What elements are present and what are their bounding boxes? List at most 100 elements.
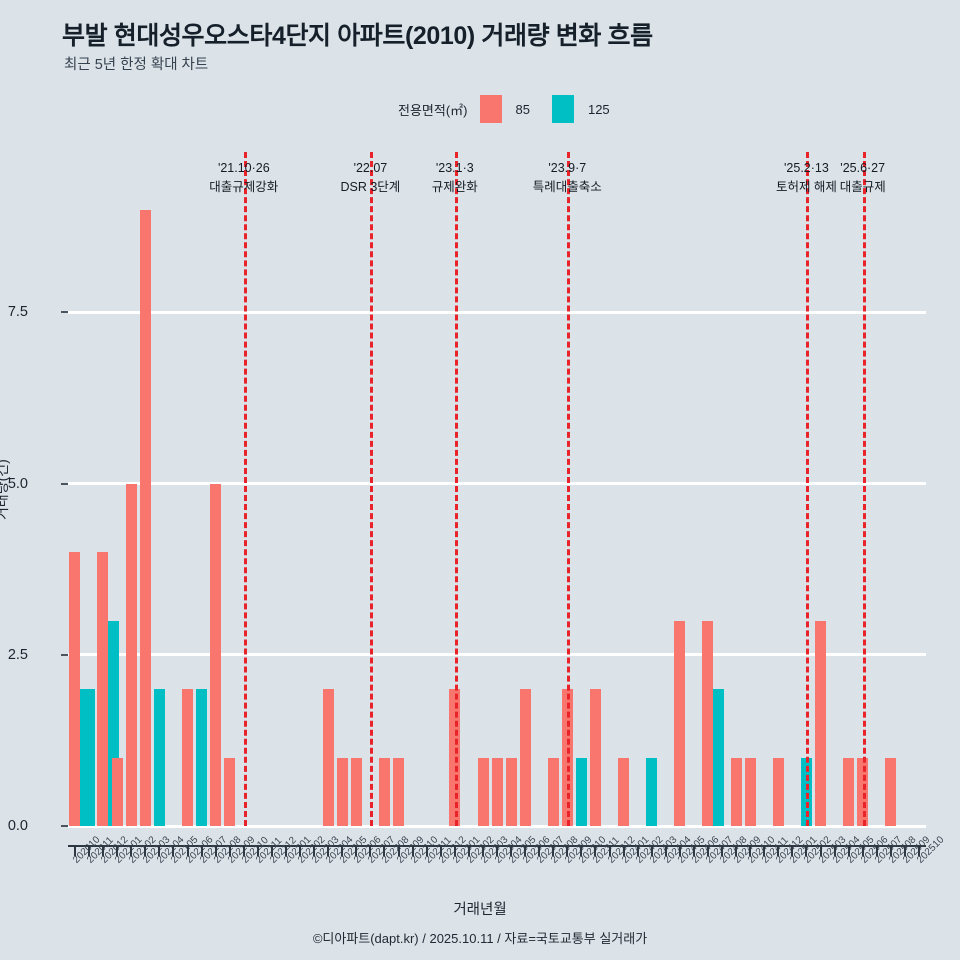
bar-85[interactable] <box>519 689 531 826</box>
bar-85[interactable] <box>139 209 151 826</box>
bar-85[interactable] <box>744 757 756 826</box>
legend-title: 전용면적(㎡) <box>398 102 468 118</box>
bar-85[interactable] <box>68 552 80 826</box>
event-annotation: '25.6·27 대출규제 <box>840 159 886 198</box>
x-axis-tick-mark <box>861 845 864 856</box>
y-axis-tick-mark <box>61 482 68 485</box>
page-title: 부발 현대성우오스타4단지 아파트(2010) 거래량 변화 흐름 <box>62 22 653 50</box>
x-axis-tick-mark <box>650 845 653 856</box>
bar-85[interactable] <box>477 757 489 826</box>
legend: 전용면적(㎡) 85 125 <box>398 95 610 123</box>
bar-85[interactable] <box>379 757 391 826</box>
x-axis-tick-mark <box>313 845 316 856</box>
event-annotation-text: 규제완화 <box>431 180 478 195</box>
x-axis-tick-mark <box>847 845 850 856</box>
event-annotation: '23.9·7 특례대출축소 <box>533 159 602 198</box>
gridline <box>68 824 926 828</box>
x-axis-tick-mark <box>481 845 484 856</box>
x-axis-tick-mark <box>749 845 752 856</box>
bar-125[interactable] <box>196 689 208 826</box>
bar-85[interactable] <box>111 757 123 826</box>
x-axis-tick-mark <box>256 845 259 856</box>
x-axis-tick-mark <box>355 845 358 856</box>
x-axis-tick-mark <box>735 845 738 856</box>
x-axis-tick-mark <box>214 845 217 856</box>
x-axis-tick-mark <box>763 845 766 856</box>
gridline <box>68 310 926 314</box>
x-axis-tick-mark <box>706 845 709 856</box>
bar-125[interactable] <box>153 689 165 826</box>
bar-85[interactable] <box>547 757 559 826</box>
bar-85[interactable] <box>772 757 784 826</box>
y-axis-tick-mark <box>61 653 68 656</box>
x-axis-tick-mark <box>270 845 273 856</box>
x-axis-tick-mark <box>200 845 203 856</box>
event-annotation-text: 토허제 해제 <box>775 180 837 195</box>
bar-85[interactable] <box>701 620 713 826</box>
bar-125[interactable] <box>108 620 120 826</box>
x-axis-tick-mark <box>819 845 822 856</box>
bar-85[interactable] <box>491 757 503 826</box>
x-axis-tick-mark <box>805 845 808 856</box>
plot-area <box>68 152 926 828</box>
x-axis-tick-mark <box>875 845 878 856</box>
y-axis-tick-label: 2.5 <box>7 646 28 663</box>
event-annotation: '23.1·3 규제완화 <box>432 159 478 198</box>
bar-85[interactable] <box>96 552 108 826</box>
y-axis-tick-label: 0.0 <box>7 818 28 834</box>
bar-85[interactable] <box>730 757 742 826</box>
bar-85[interactable] <box>182 689 194 826</box>
bar-85[interactable] <box>125 483 137 826</box>
bar-125[interactable] <box>575 757 587 826</box>
x-axis-tick-mark <box>692 845 695 856</box>
event-annotation-text: 대출규제 <box>839 180 886 195</box>
bar-85[interactable] <box>885 757 897 826</box>
x-axis-tick-mark <box>496 845 498 856</box>
x-axis-tick-mark <box>636 845 639 856</box>
x-axis-title: 거래년월 <box>453 902 507 918</box>
event-marker-line <box>862 152 866 826</box>
event-annotation-text: 특례대출축소 <box>532 180 602 195</box>
event-marker-line <box>370 152 374 826</box>
bar-85[interactable] <box>393 757 405 826</box>
bar-85[interactable] <box>843 757 855 826</box>
bar-85[interactable] <box>336 757 348 826</box>
event-annotation: '22.07 DSR 3단계 <box>340 159 400 198</box>
x-axis-tick-mark <box>453 845 456 856</box>
x-axis-tick-mark <box>439 845 442 856</box>
event-annotation-text: DSR 3단계 <box>340 180 401 195</box>
gridline <box>68 653 926 657</box>
x-axis-tick-mark <box>552 845 555 856</box>
bar-85[interactable] <box>815 620 827 826</box>
bar-125[interactable] <box>646 757 658 826</box>
bar-85[interactable] <box>322 689 334 826</box>
x-axis-tick-mark <box>678 845 681 856</box>
footer-credit: ©디아파트(dapt.kr) / 2025.10.11 / 자료=국토교통부 실… <box>312 931 648 946</box>
bar-85[interactable] <box>505 757 517 826</box>
event-annotation: '25.2·13 토허제 해제 <box>776 159 837 198</box>
bar-85[interactable] <box>224 757 236 826</box>
page-subtitle: 최근 5년 한정 확대 차트 <box>64 57 209 73</box>
bar-125[interactable] <box>713 689 725 826</box>
x-axis-tick-mark <box>327 845 330 856</box>
legend-swatch-125 <box>551 95 574 123</box>
y-axis-tick-label: 5.0 <box>7 475 28 492</box>
legend-label-125: 125 <box>587 101 610 117</box>
x-axis-tick-mark <box>566 845 569 856</box>
bar-85[interactable] <box>674 620 686 826</box>
event-marker-line <box>567 152 571 826</box>
x-axis-tick-mark <box>580 845 583 856</box>
x-axis-tick-mark <box>411 845 414 856</box>
event-annotation: '21.10·26 대출규제강화 <box>209 159 278 198</box>
x-axis-tick-mark <box>903 845 906 856</box>
x-axis-tick-mark <box>538 845 541 856</box>
bar-85[interactable] <box>350 757 362 826</box>
event-annotation-date: '22.07 <box>353 161 388 175</box>
bar-125[interactable] <box>83 689 95 826</box>
bar-85[interactable] <box>590 689 602 826</box>
bar-85[interactable] <box>618 757 630 826</box>
event-annotation-text: 대출규제강화 <box>209 180 279 195</box>
x-axis-tick-mark <box>242 845 245 856</box>
bar-85[interactable] <box>210 483 222 826</box>
